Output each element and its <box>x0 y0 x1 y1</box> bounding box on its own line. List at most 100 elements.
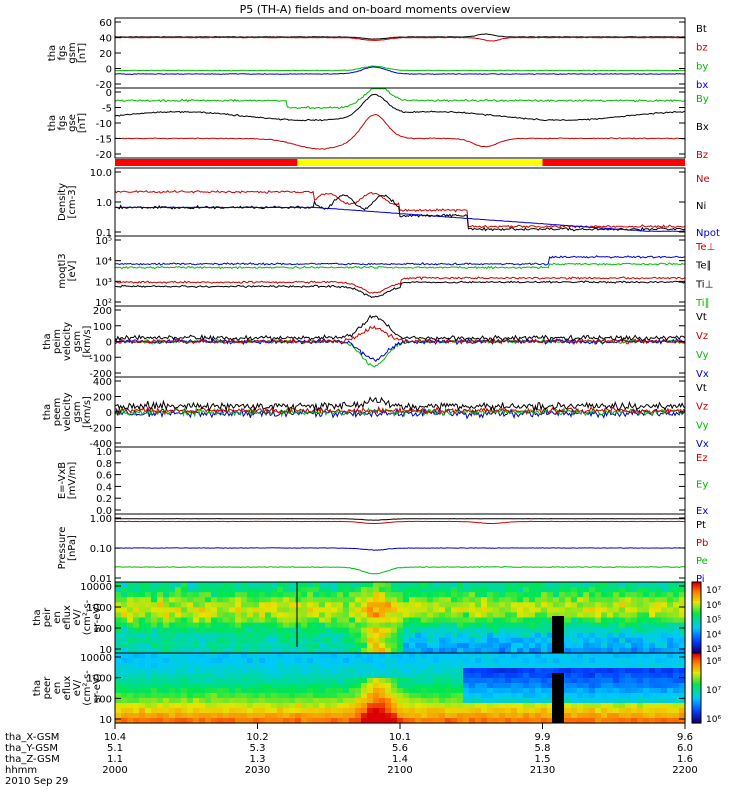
spectrogram-cell <box>469 587 476 593</box>
spectrogram-cell <box>241 683 248 689</box>
spectrogram-cell <box>229 653 236 659</box>
spectrogram-cell <box>289 663 296 669</box>
spectrogram-cell <box>325 622 332 629</box>
spectrogram-cell <box>487 653 494 659</box>
spectrogram-cell <box>421 673 428 679</box>
spectrogram-cell <box>133 622 140 629</box>
spectrogram-cell <box>679 612 686 619</box>
spectrogram-cell <box>625 683 632 689</box>
spectrogram-cell <box>169 658 176 664</box>
spectrogram-cell <box>295 622 302 629</box>
spectrogram-cell <box>271 663 278 669</box>
spectrogram-cell <box>397 668 404 674</box>
spectrogram-cell <box>259 718 266 724</box>
spectrogram-cell <box>583 582 590 588</box>
spectrogram-cell <box>541 673 548 679</box>
spectrogram-cell <box>157 607 164 614</box>
spectrogram-cell <box>283 713 290 719</box>
spectrogram-cell <box>211 647 218 654</box>
spectrogram-cell <box>379 668 386 674</box>
colorbar-step <box>692 660 701 663</box>
spectrogram-cell <box>631 688 638 694</box>
spectrogram-cell <box>427 642 434 649</box>
spectrogram-cell <box>283 592 290 598</box>
spectrogram-cell <box>445 668 452 674</box>
spectrogram-cell <box>409 718 416 724</box>
spectrogram-cell <box>511 698 518 704</box>
spectrogram-cell <box>223 642 230 649</box>
spectrogram-cell <box>175 602 182 608</box>
spectrogram-cell <box>373 647 380 654</box>
spectrogram-cell <box>385 668 392 674</box>
spectrogram-cell <box>145 703 152 709</box>
spectrogram-cell <box>115 673 122 679</box>
spectrogram-cell <box>421 602 428 608</box>
spectrogram-cell <box>163 708 170 714</box>
spectrogram-cell <box>667 632 674 639</box>
spectrogram-cell <box>607 582 614 588</box>
spectrogram-cell <box>199 673 206 679</box>
spectrogram-cell <box>535 622 542 629</box>
spectrogram-cell <box>589 637 596 644</box>
spectrogram-cell <box>121 663 128 669</box>
spectrogram-cell <box>517 703 524 709</box>
spectrogram-cell <box>511 653 518 659</box>
spectrogram-cell <box>397 602 404 608</box>
spectrogram-cell <box>217 668 224 674</box>
spectrogram-cell <box>355 698 362 704</box>
spectrogram-cell <box>139 617 146 624</box>
spectrogram-cell <box>235 632 242 639</box>
spectrogram-cell <box>679 693 686 699</box>
colorbar-step <box>692 622 701 626</box>
spectrogram-cell <box>607 612 614 619</box>
spectrogram-cell <box>583 653 590 659</box>
spectrogram-cell <box>337 592 344 598</box>
spectrogram-cell <box>397 703 404 709</box>
spectrogram-cell <box>433 678 440 684</box>
spectrogram-cell <box>469 632 476 639</box>
spectrogram-cell <box>469 647 476 654</box>
spectrogram-cell <box>115 627 122 634</box>
spectrogram-cell <box>667 703 674 709</box>
spectrogram-cell <box>625 663 632 669</box>
spectrogram-cell <box>217 718 224 724</box>
y-axis-label: gsm <box>72 331 83 352</box>
spectrogram-cell <box>469 637 476 644</box>
spectrogram-cell <box>355 632 362 639</box>
spectrogram-cell <box>487 582 494 588</box>
spectrogram-cell <box>547 637 554 644</box>
spectrogram-cell <box>625 612 632 619</box>
spectrogram-cell <box>121 703 128 709</box>
spectrogram-cell <box>337 703 344 709</box>
spectrogram-cell <box>673 653 680 659</box>
spectrogram-cell <box>145 668 152 674</box>
spectrogram-cell <box>187 698 194 704</box>
spectrogram-cell <box>523 642 530 649</box>
spectrogram-cell <box>289 642 296 649</box>
spectrogram-cell <box>553 653 560 659</box>
trace-line <box>114 65 686 72</box>
spectrogram-cell <box>643 612 650 619</box>
spectrogram-cell <box>421 688 428 694</box>
spectrogram-cell <box>259 713 266 719</box>
spectrogram-cell <box>553 612 560 619</box>
legend-entry: By <box>696 94 709 105</box>
colorbar-step <box>692 669 701 673</box>
spectrogram-cell <box>295 668 302 674</box>
spectrogram-cell <box>163 673 170 679</box>
spectrogram-cell <box>349 653 356 659</box>
spectrogram-cell <box>565 708 572 714</box>
spectrogram-cell <box>415 602 422 608</box>
colorbar-step <box>692 645 701 649</box>
y-tick-label: 0 <box>106 408 112 419</box>
spectrogram-cell <box>403 582 410 588</box>
spectrogram-cell <box>157 688 164 694</box>
spectrogram-cell <box>469 582 476 588</box>
colorbar-step <box>692 674 701 677</box>
spectrogram-cell <box>127 718 134 724</box>
spectrogram-cell <box>307 713 314 719</box>
spectrogram-cell <box>427 718 434 724</box>
spectrogram-cell <box>229 612 236 619</box>
spectrogram-cell <box>613 627 620 634</box>
